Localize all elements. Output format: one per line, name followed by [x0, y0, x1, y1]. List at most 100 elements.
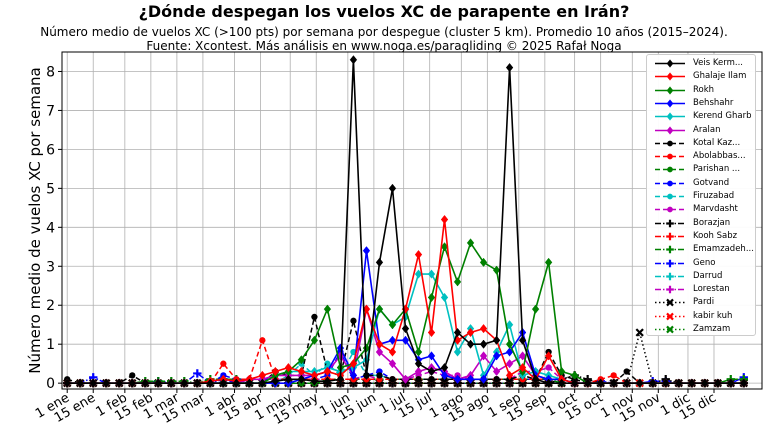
data-point — [427, 366, 436, 377]
legend-swatch — [655, 299, 685, 307]
data-point — [245, 378, 254, 388]
legend-swatch — [655, 325, 685, 334]
data-point — [362, 370, 371, 380]
legend-item: Darrud — [651, 270, 755, 283]
legend-swatch — [655, 285, 685, 294]
data-point — [466, 238, 475, 248]
data-point — [375, 339, 384, 349]
data-point — [349, 55, 358, 65]
data-point — [440, 292, 449, 303]
data-point — [666, 59, 674, 68]
legend-label: Kooh Sabz — [693, 230, 738, 241]
data-point — [259, 337, 266, 344]
data-point — [493, 376, 500, 383]
legend-swatch — [655, 232, 685, 241]
data-point — [518, 362, 527, 373]
data-point — [667, 193, 673, 200]
data-point — [141, 378, 149, 388]
legend-label: Aralan — [693, 124, 721, 135]
legend-swatch — [655, 193, 685, 200]
legend-label: Kerend Gharb — [693, 111, 752, 122]
series — [63, 214, 748, 388]
data-point — [557, 378, 566, 388]
legend-item: Zamzam — [651, 323, 755, 336]
data-point — [609, 378, 618, 388]
legend-swatch — [655, 259, 685, 267]
data-point — [505, 370, 514, 380]
legend-swatch — [655, 99, 685, 108]
data-point — [415, 376, 422, 383]
y-tick-label: 5 — [46, 181, 55, 197]
data-point — [193, 378, 201, 388]
legend-swatch — [655, 72, 685, 81]
legend-label: Behshahr — [693, 97, 734, 108]
data-point — [76, 378, 84, 388]
data-point — [219, 378, 228, 388]
data-point — [388, 335, 397, 345]
legend-label: Lorestan — [693, 284, 730, 295]
data-point — [666, 299, 674, 307]
subtitle-line-1: Número medio de vuelos XC (>100 pts) por… — [40, 25, 728, 39]
data-point — [636, 378, 644, 388]
data-point — [388, 359, 397, 369]
legend-item: Marvdasht — [651, 203, 755, 216]
plot-frame — [61, 51, 763, 390]
data-point — [570, 378, 579, 388]
legend-label: Marvdasht — [693, 204, 738, 215]
data-point — [666, 85, 674, 95]
data-point — [492, 335, 501, 345]
data-point — [414, 347, 423, 357]
legend-swatch — [655, 245, 685, 254]
data-point — [440, 362, 449, 373]
data-point — [518, 351, 527, 361]
data-point — [479, 351, 488, 361]
legend-item: Ghalaje Ilam — [651, 70, 755, 83]
data-point — [666, 219, 674, 227]
data-point — [427, 269, 436, 279]
data-point — [727, 378, 735, 388]
data-point — [427, 351, 436, 361]
data-point — [297, 355, 306, 365]
legend-item: Borazjan — [651, 217, 755, 230]
data-point — [505, 339, 514, 349]
data-point — [544, 378, 553, 388]
data-point — [492, 265, 501, 275]
legend-item: Rokh — [651, 84, 755, 97]
data-point — [666, 232, 674, 241]
data-point — [180, 378, 188, 388]
data-point — [401, 324, 410, 334]
data-point — [388, 320, 397, 330]
y-tick-label: 2 — [46, 298, 55, 314]
data-point — [610, 372, 617, 379]
data-point — [271, 366, 280, 377]
legend: Veis Kerm... Ghalaje Ilam Rokh Behshahr Kere… — [646, 54, 756, 336]
legend-label: Abolabbas... — [693, 151, 746, 162]
series-line — [67, 219, 744, 384]
series — [63, 55, 748, 388]
data-point — [596, 378, 605, 388]
legend-label: Parishan ... — [693, 164, 741, 175]
data-point — [375, 304, 384, 314]
data-point — [193, 369, 202, 378]
legend-label: Geno — [693, 257, 716, 268]
data-point — [666, 112, 674, 121]
legend-swatch — [655, 153, 685, 160]
data-point — [375, 347, 384, 357]
legend-label: Pardi — [693, 297, 715, 308]
data-point — [102, 378, 110, 388]
subtitle-line-2: Fuente: Xcontest. Más análisis en www.no… — [146, 39, 622, 53]
legend-swatch — [655, 219, 685, 227]
legend-item: Emamzadeh... — [651, 243, 755, 256]
legend-label: Emamzadeh... — [693, 244, 754, 255]
data-point — [323, 376, 332, 386]
data-point — [232, 378, 241, 388]
legend-label: Gotvand — [693, 177, 730, 188]
data-point — [297, 374, 306, 384]
data-point — [466, 327, 475, 338]
legend-swatch — [655, 206, 685, 213]
y-axis-label: Número medio de vuelos XC por semana — [26, 67, 44, 374]
data-point — [375, 257, 384, 267]
y-axis-ticks: 0 1 2 3 4 5 6 7 8 — [46, 64, 62, 392]
data-point — [376, 372, 383, 379]
